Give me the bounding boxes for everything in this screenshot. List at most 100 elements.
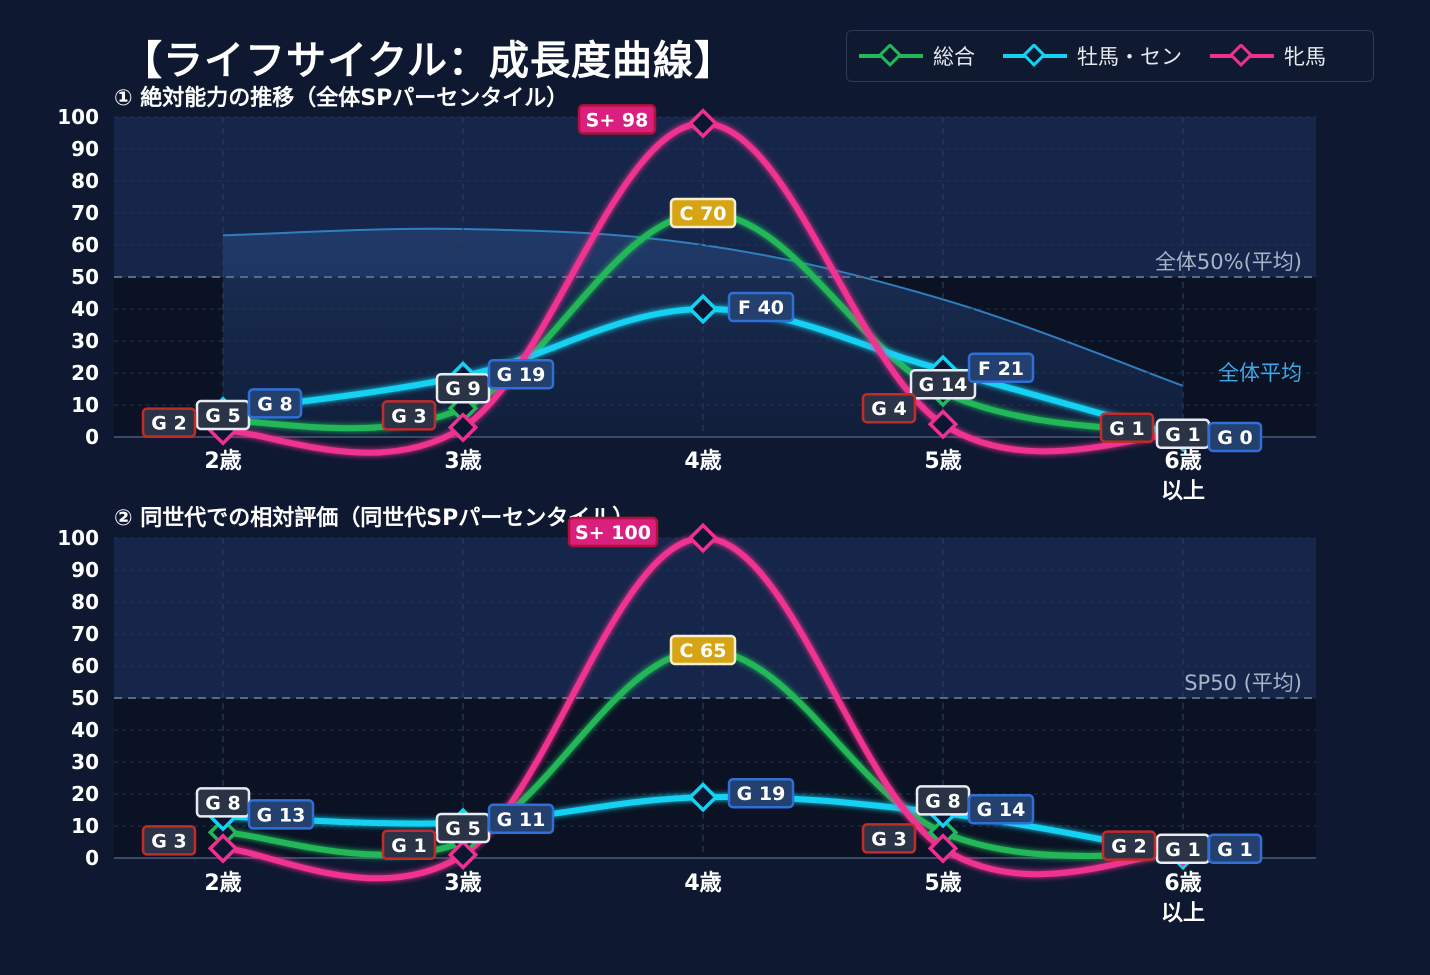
series-2-data-label: G 3 <box>141 825 197 856</box>
series-0-data-label: G 5 <box>195 399 251 431</box>
y-tick-label: 70 <box>71 201 99 225</box>
reference-line-label: SP50 (平均) <box>1184 671 1302 695</box>
y-tick-label: 0 <box>85 425 99 449</box>
data-label-text: G 3 <box>391 405 426 427</box>
legend-item-female: 牝馬 <box>1210 41 1326 71</box>
legend-label-male: 牡馬・セン <box>1077 45 1182 69</box>
y-tick-label: 40 <box>71 297 99 321</box>
x-tick-label: 6歳 <box>1164 871 1201 896</box>
data-label-text: G 4 <box>871 398 906 420</box>
y-tick-label: 20 <box>71 361 99 385</box>
series-2-data-label: G 1 <box>381 829 437 861</box>
series-1-data-label: G 19 <box>727 777 795 809</box>
x-tick-label: 以上 <box>1161 479 1205 504</box>
series-0-data-label: C 70 <box>669 197 737 229</box>
y-tick-label: 0 <box>85 846 99 870</box>
series-1-data-label: F 40 <box>727 291 795 323</box>
legend-marker-male <box>1003 44 1067 68</box>
average-curve-line <box>222 227 1184 387</box>
series-2-point <box>447 412 479 443</box>
data-label-box <box>247 799 315 830</box>
data-label-text: G 1 <box>391 835 426 857</box>
series-2-data-label: S+ 100 <box>567 516 659 548</box>
data-label-box <box>1101 830 1157 861</box>
series-1-data-label: G 1 <box>1207 833 1263 865</box>
legend-marker-female <box>1210 44 1274 68</box>
data-label-box <box>861 823 917 854</box>
data-label-box <box>1099 412 1155 444</box>
data-label-text: G 1 <box>1217 839 1252 861</box>
data-label-text: G 2 <box>151 413 186 435</box>
reference-line-label: 全体50%(平均) <box>1155 250 1302 274</box>
data-label-text: G 11 <box>497 809 546 831</box>
x-tick-label: 3歳 <box>444 871 481 896</box>
legend-marker-total <box>859 44 923 68</box>
y-tick-label: 90 <box>71 558 99 582</box>
data-label-text: G 19 <box>737 783 786 805</box>
legend-label-total: 総合 <box>933 45 975 69</box>
series-1-data-label: G 0 <box>1207 421 1263 453</box>
data-label-text: C 70 <box>680 203 727 225</box>
data-label-text: G 1 <box>1165 839 1200 861</box>
data-label-box <box>967 352 1035 384</box>
legend-label-female: 牝馬 <box>1284 45 1326 69</box>
data-label-box <box>577 104 657 135</box>
series-0-data-label: G 14 <box>909 368 977 400</box>
series-2-data-label: G 2 <box>1101 830 1157 861</box>
panel-1-plot: 0 10 20 30 40 50 60 70 80 90 100 全体50%(平均) 全体平均 2歳 3歳 4… <box>57 104 1316 504</box>
data-label-text: S+ 98 <box>586 109 649 131</box>
data-label-box <box>1207 833 1263 865</box>
data-label-text: G 8 <box>257 393 292 415</box>
data-label-text: G 5 <box>445 818 480 840</box>
data-label-box <box>967 793 1035 825</box>
average-curve-label: 全体平均 <box>1218 361 1302 385</box>
data-label-box <box>247 388 303 419</box>
data-label-text: F 40 <box>738 297 784 319</box>
data-label-text: G 9 <box>445 378 480 400</box>
data-label-text: C 65 <box>680 640 727 662</box>
data-label-text: G 8 <box>925 790 960 812</box>
data-label-box <box>381 400 437 431</box>
series-1-data-label: G 8 <box>247 388 303 419</box>
x-tick-label: 5歳 <box>924 449 961 474</box>
data-label-box <box>141 825 197 856</box>
series-1-data-label: G 19 <box>487 358 555 390</box>
y-tick-label: 100 <box>57 526 99 550</box>
legend: 総合 牡馬・セン 牝馬 <box>846 30 1374 82</box>
series-2-data-label: G 4 <box>861 392 917 424</box>
y-tick-label: 10 <box>71 814 99 838</box>
series-2-point <box>447 839 479 871</box>
data-label-box <box>669 634 737 666</box>
y-tick-label: 90 <box>71 137 99 161</box>
series-2-point <box>927 408 959 440</box>
legend-item-male: 牡馬・セン <box>1003 41 1182 71</box>
panel-1-title: ① 絶対能力の推移（全体SPパーセンタイル） <box>114 86 569 111</box>
series-0-data-label: C 65 <box>669 634 737 666</box>
series-0-data-label: G 1 <box>1155 833 1211 865</box>
data-label-box <box>727 777 795 809</box>
data-label-text: G 3 <box>871 828 906 850</box>
data-label-box <box>727 291 795 323</box>
y-tick-label: 60 <box>71 654 99 678</box>
series-2-data-label: S+ 98 <box>577 104 657 135</box>
data-label-text: G 19 <box>497 364 546 386</box>
data-label-box <box>435 372 491 404</box>
y-tick-label: 30 <box>71 750 99 774</box>
legend-diamond-female <box>1228 44 1254 68</box>
x-tick-label: 3歳 <box>444 449 481 474</box>
y-tick-label: 50 <box>71 265 99 289</box>
y-tick-label: 50 <box>71 686 99 710</box>
series-1-data-label: G 11 <box>487 803 555 835</box>
series-0-data-label: G 1 <box>1155 418 1211 450</box>
series-2-data-label: G 3 <box>861 823 917 854</box>
series-0-data-label: G 8 <box>915 785 971 816</box>
y-tick-label: 40 <box>71 718 99 742</box>
data-label-box <box>909 368 977 400</box>
x-tick-label: 4歳 <box>684 871 721 896</box>
data-label-text: G 1 <box>1109 418 1144 440</box>
data-label-text: G 14 <box>977 799 1026 821</box>
series-0-point <box>927 817 959 848</box>
data-label-box <box>669 197 737 229</box>
data-label-text: G 2 <box>1111 836 1146 858</box>
